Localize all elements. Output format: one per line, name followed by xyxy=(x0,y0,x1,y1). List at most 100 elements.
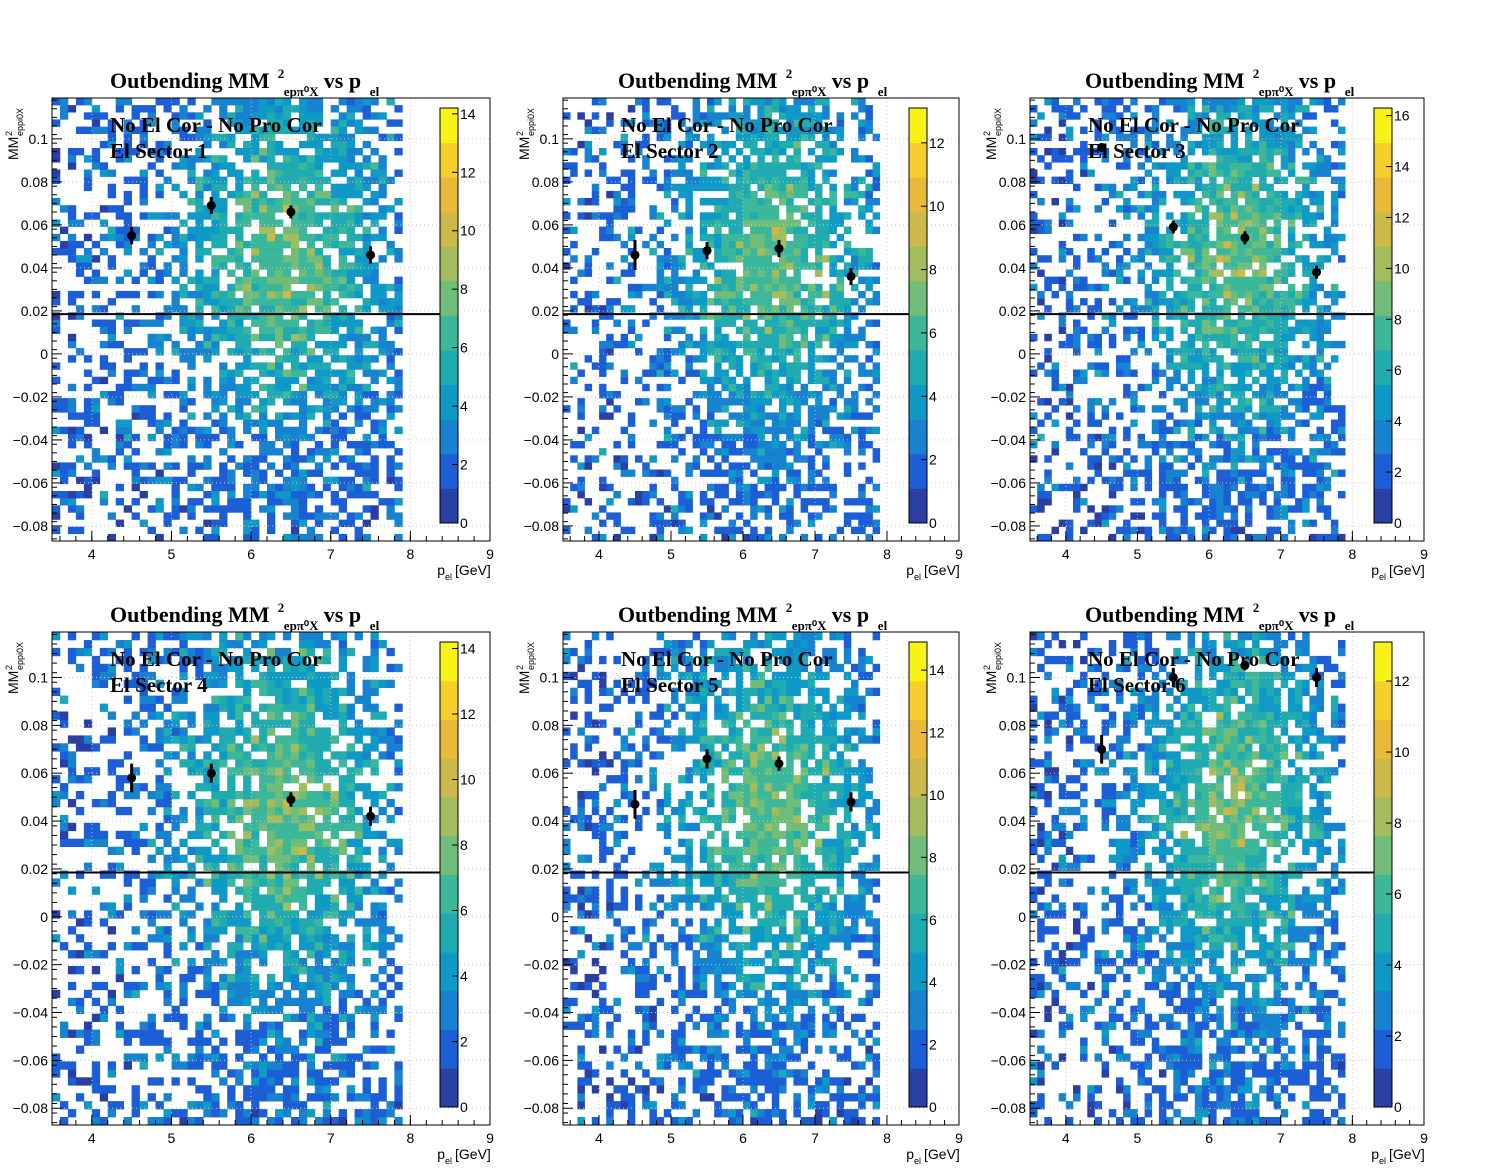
heatmap-cell xyxy=(1087,340,1095,349)
heatmap-cell xyxy=(1130,183,1138,192)
heatmap-cell xyxy=(259,226,268,234)
heatmap-cell xyxy=(1130,133,1138,142)
heatmap-cell xyxy=(1244,326,1253,334)
heatmap-cell xyxy=(338,376,347,385)
heatmap-cell xyxy=(1266,505,1274,513)
heatmap-cell xyxy=(649,491,657,499)
heatmap-cell xyxy=(1194,448,1203,456)
heatmap-cell xyxy=(1266,433,1274,442)
heatmap-cell xyxy=(1158,405,1167,413)
heatmap-cell xyxy=(1244,219,1253,227)
heatmap-cell xyxy=(1201,391,1210,399)
heatmap-cell xyxy=(1030,176,1038,184)
heatmap-cell xyxy=(1187,148,1196,156)
heatmap-cell xyxy=(354,469,363,477)
heatmap-cell xyxy=(786,126,794,134)
heatmap-cell xyxy=(1309,355,1317,363)
y-axis-label-sub: eppi0X xyxy=(15,108,25,136)
heatmap-cell xyxy=(649,248,657,256)
heatmap-cell xyxy=(354,183,363,192)
heatmap-cell xyxy=(1144,455,1153,463)
heatmap-cell xyxy=(1166,119,1174,127)
heatmap-cell xyxy=(115,383,124,392)
heatmap-cell xyxy=(1280,198,1289,206)
x-tick-label: 6 xyxy=(1205,546,1213,562)
heatmap-cell xyxy=(1316,312,1324,320)
heatmap-cell xyxy=(123,148,132,156)
heatmap-cell xyxy=(1194,383,1203,392)
heatmap-cell xyxy=(800,383,809,392)
heatmap-cell xyxy=(1201,340,1210,349)
heatmap-cell xyxy=(1180,512,1188,520)
heatmap-cell xyxy=(362,333,371,342)
heatmap-cell xyxy=(1051,441,1059,449)
heatmap-cell xyxy=(211,498,220,506)
heatmap-cell xyxy=(1108,398,1117,406)
heatmap-cell xyxy=(282,119,292,127)
heatmap-cell xyxy=(779,162,787,170)
heatmap-cell xyxy=(330,155,339,163)
heatmap-cell xyxy=(1187,426,1196,435)
heatmap-cell xyxy=(235,505,244,513)
heatmap-cell xyxy=(251,391,260,399)
heatmap-cell xyxy=(354,255,363,263)
heatmap-cell xyxy=(1201,433,1210,442)
heatmap-cell xyxy=(627,290,636,299)
heatmap-cell xyxy=(1266,526,1274,535)
heatmap-cell xyxy=(815,198,823,206)
heatmap-cell xyxy=(728,169,737,177)
heatmap-cell xyxy=(1244,491,1253,499)
heatmap-cell xyxy=(699,162,708,170)
heatmap-cell xyxy=(1101,512,1110,520)
heatmap-cell xyxy=(620,183,629,192)
heatmap-cell xyxy=(83,355,93,363)
heatmap-cell xyxy=(219,205,228,213)
heatmap-cell xyxy=(1201,305,1210,313)
heatmap-cell xyxy=(211,233,220,242)
heatmap-cell xyxy=(330,212,339,220)
heatmap-cell xyxy=(613,491,621,499)
heatmap-cell xyxy=(649,419,657,427)
heatmap-cell xyxy=(378,162,387,170)
heatmap-cell xyxy=(123,419,132,427)
heatmap-cell xyxy=(179,262,188,270)
heatmap-cell xyxy=(354,533,363,541)
heatmap-cell xyxy=(1273,219,1282,227)
heatmap-cell xyxy=(815,405,823,413)
heatmap-cell xyxy=(858,276,866,284)
heatmap-cell xyxy=(800,133,809,142)
heatmap-cell xyxy=(764,305,773,313)
heatmap-cell xyxy=(685,155,693,163)
heatmap-cell xyxy=(67,383,77,392)
heatmap-cell xyxy=(203,290,212,299)
heatmap-cell xyxy=(843,433,852,442)
heatmap-cell xyxy=(1273,340,1282,349)
heatmap-cell xyxy=(721,340,729,349)
heatmap-cell xyxy=(195,283,204,292)
heatmap-cell xyxy=(219,519,228,527)
heatmap-cell xyxy=(171,183,180,192)
heatmap-cell xyxy=(259,505,268,513)
heatmap-cell xyxy=(865,276,873,284)
heatmap-cell xyxy=(259,112,268,120)
heatmap-cell xyxy=(52,219,61,227)
heatmap-cell xyxy=(1180,519,1188,527)
heatmap-cell xyxy=(155,212,164,220)
heatmap-cell xyxy=(743,533,751,541)
heatmap-cell xyxy=(1338,419,1346,427)
heatmap-cell xyxy=(807,283,816,292)
heatmap-cell xyxy=(1316,469,1324,477)
heatmap-cell xyxy=(1158,198,1167,206)
heatmap-cell xyxy=(1209,276,1217,284)
heatmap-cell xyxy=(1252,248,1260,256)
annotation-1: No El Cor - No Pro Cor xyxy=(110,113,322,137)
heatmap-cell xyxy=(779,312,787,320)
heatmap-cell xyxy=(171,348,180,356)
y-tick-label: −0.02 xyxy=(13,389,49,405)
heatmap-cell xyxy=(298,140,308,149)
heatmap-cell xyxy=(1295,140,1303,149)
heatmap-cell xyxy=(570,169,578,177)
heatmap-cell xyxy=(800,240,809,249)
y-axis-label: MM2 eppi0X xyxy=(515,108,536,160)
heatmap-cell xyxy=(1309,326,1317,334)
